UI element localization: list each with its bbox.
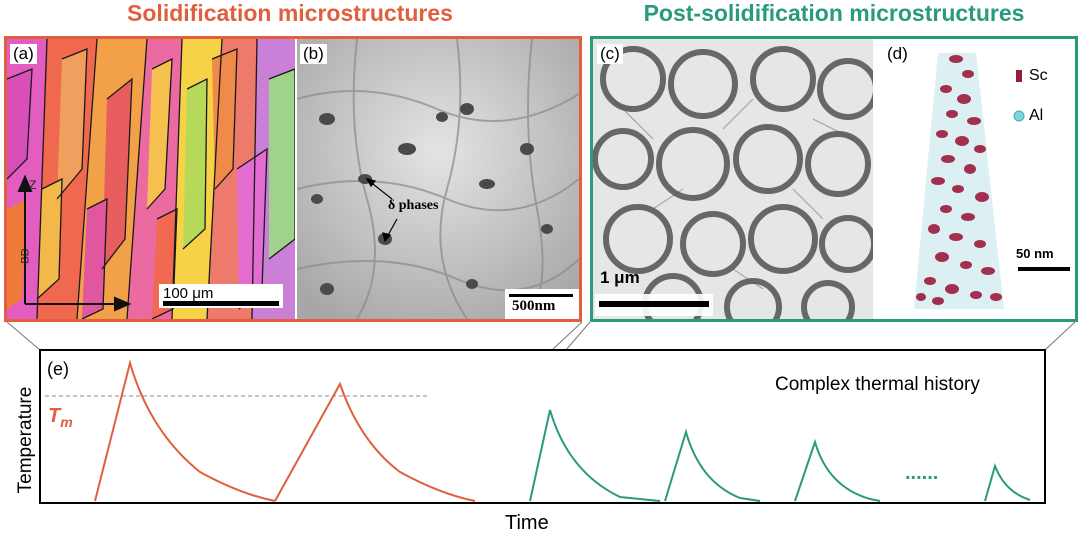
x-axis-label: Time bbox=[505, 512, 549, 534]
scale-bar-a bbox=[163, 301, 279, 306]
axis-bd-label: BD bbox=[19, 248, 32, 264]
panel-a-ebsd-map bbox=[7, 39, 295, 319]
sc-legend-marker bbox=[1016, 70, 1022, 82]
ellipsis-continuation: ...... bbox=[905, 462, 939, 484]
solidification-title: Solidification microstructures bbox=[127, 0, 453, 26]
panel-a-label: (a) bbox=[10, 44, 37, 64]
scale-bar-d-text: 50 nm bbox=[1016, 246, 1054, 261]
panel-b-tem-image bbox=[297, 39, 579, 319]
panel-b-label: (b) bbox=[300, 44, 327, 64]
legend-al-label: Al bbox=[1029, 107, 1044, 124]
y-axis-label: Temperature bbox=[15, 386, 36, 494]
solidification-frame bbox=[4, 36, 582, 322]
legend-sc-label: Sc bbox=[1029, 67, 1048, 84]
melting-subscript: m bbox=[60, 414, 73, 430]
atom-probe-reconstruction bbox=[914, 53, 1070, 309]
melting-temperature-label: Tm bbox=[48, 405, 73, 430]
post-solidification-peaks bbox=[529, 409, 1031, 502]
melting-t: T bbox=[48, 405, 61, 427]
connector-mid-2 bbox=[565, 322, 591, 351]
post-solidification-frame bbox=[590, 36, 1078, 322]
scale-bar-b-text: 500nm bbox=[512, 298, 556, 314]
al-legend-marker bbox=[1013, 110, 1025, 122]
connector-left bbox=[6, 322, 41, 351]
ebsd-map-image bbox=[7, 39, 295, 319]
ebsd-axes bbox=[17, 174, 132, 312]
timeline-frame bbox=[39, 349, 1046, 504]
solidification-peaks bbox=[94, 359, 476, 502]
panel-c-dislocation-image bbox=[593, 39, 873, 319]
axis-z-label: Z bbox=[29, 178, 37, 192]
panel-d-label: (d) bbox=[884, 44, 911, 64]
delta-phases-annotation: δ phases bbox=[388, 198, 439, 213]
connector-mid-1 bbox=[551, 322, 583, 351]
post-solidification-title: Post-solidification microstructures bbox=[643, 0, 1025, 26]
dislocation-cells-image bbox=[593, 39, 873, 319]
panel-d-atom-probe bbox=[876, 39, 1075, 319]
timeline-title: Complex thermal history bbox=[775, 374, 980, 395]
scale-bar-c-text: 1 μm bbox=[600, 268, 640, 287]
timeline-label: (e) bbox=[47, 359, 69, 379]
connector-right bbox=[1044, 322, 1076, 351]
scale-bar-a-text: 100 μm bbox=[163, 285, 214, 302]
thermal-history-plot bbox=[6, 322, 1076, 504]
panel-c-label: (c) bbox=[597, 44, 623, 64]
tem-image bbox=[297, 39, 579, 319]
